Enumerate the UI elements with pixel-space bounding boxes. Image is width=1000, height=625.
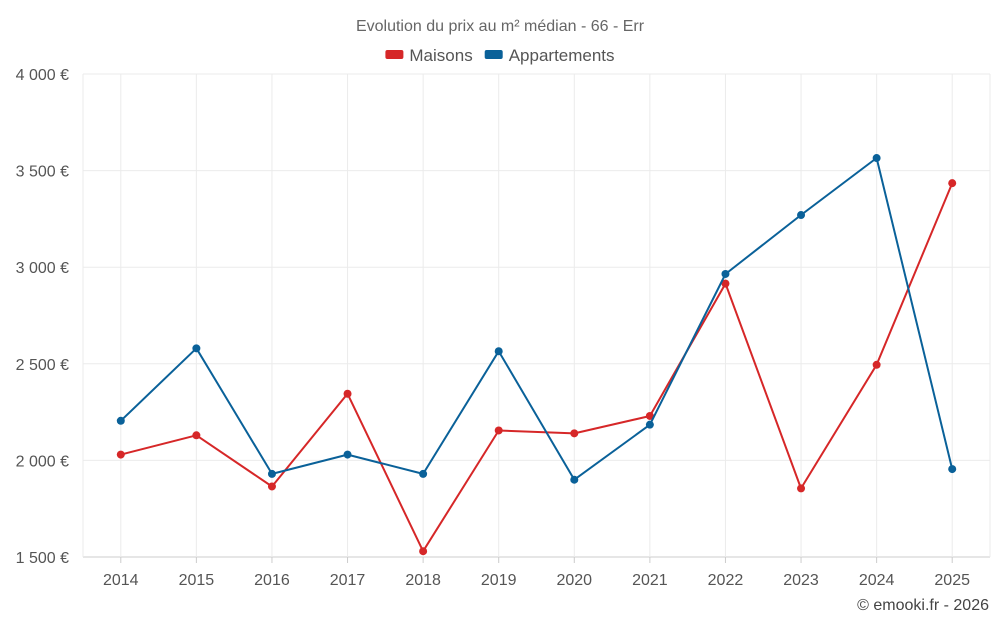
data-point[interactable] bbox=[192, 431, 201, 440]
data-point[interactable] bbox=[494, 426, 503, 435]
series-line bbox=[120, 157, 954, 481]
y-tick-label: 4 000 € bbox=[16, 67, 69, 84]
data-point[interactable] bbox=[494, 347, 503, 356]
x-tick-label: 2025 bbox=[934, 572, 970, 589]
legend-label: Maisons bbox=[409, 46, 472, 65]
data-point[interactable] bbox=[116, 416, 125, 425]
data-point[interactable] bbox=[872, 154, 881, 163]
data-point[interactable] bbox=[267, 482, 276, 491]
x-tick-label: 2020 bbox=[556, 572, 592, 589]
y-tick-label: 3 500 € bbox=[16, 164, 69, 181]
data-point[interactable] bbox=[948, 179, 957, 188]
data-point[interactable] bbox=[645, 420, 654, 429]
y-tick-label: 1 500 € bbox=[16, 550, 69, 567]
y-axis: 1 500 € 2 000 € 2 500 € 3 000 € 3 500 € 4 000… bbox=[16, 67, 69, 567]
data-point[interactable] bbox=[343, 450, 352, 459]
y-tick-label: 3 000 € bbox=[16, 260, 69, 277]
legend-label: Appartements bbox=[509, 46, 615, 65]
data-point[interactable] bbox=[721, 279, 730, 288]
x-tick-label: 2021 bbox=[632, 572, 668, 589]
data-point[interactable] bbox=[267, 469, 276, 478]
series-maisons bbox=[116, 179, 957, 556]
x-tick-label: 2018 bbox=[405, 572, 441, 589]
x-tick-label: 2014 bbox=[103, 572, 139, 589]
data-point[interactable] bbox=[419, 547, 428, 556]
legend: Maisons Appartements bbox=[385, 46, 615, 65]
data-point[interactable] bbox=[570, 475, 579, 484]
data-point[interactable] bbox=[721, 269, 730, 278]
legend-swatch bbox=[484, 50, 503, 59]
chart-title: Evolution du prix au m² médian - 66 - Er… bbox=[356, 18, 645, 35]
x-tick-label: 2015 bbox=[179, 572, 215, 589]
data-point[interactable] bbox=[116, 450, 125, 459]
series-layer bbox=[116, 154, 957, 556]
y-tick-label: 2 500 € bbox=[16, 357, 69, 374]
data-point[interactable] bbox=[872, 360, 881, 369]
data-point[interactable] bbox=[570, 429, 579, 438]
series-appartements bbox=[116, 154, 957, 484]
data-point[interactable] bbox=[948, 465, 957, 474]
x-tick-label: 2019 bbox=[481, 572, 517, 589]
credit-text: © emooki.fr - 2026 bbox=[857, 597, 989, 614]
y-tick-label: 2 000 € bbox=[16, 453, 69, 470]
data-point[interactable] bbox=[797, 484, 806, 493]
legend-swatch bbox=[385, 50, 404, 59]
x-tick-label: 2017 bbox=[330, 572, 366, 589]
data-point[interactable] bbox=[645, 411, 654, 420]
x-tick-label: 2024 bbox=[859, 572, 895, 589]
legend-item-maisons[interactable]: Maisons bbox=[385, 46, 473, 65]
x-tick-label: 2022 bbox=[708, 572, 744, 589]
series-line bbox=[120, 182, 954, 553]
x-axis: 2014 2015 2016 2017 2018 2019 2020 2021 2022 2023… bbox=[103, 557, 970, 589]
x-tick-label: 2023 bbox=[783, 572, 819, 589]
x-tick-label: 2016 bbox=[254, 572, 290, 589]
data-point[interactable] bbox=[797, 211, 806, 220]
data-point[interactable] bbox=[343, 389, 352, 398]
data-point[interactable] bbox=[419, 469, 428, 478]
grid bbox=[82, 73, 991, 558]
data-point[interactable] bbox=[192, 344, 201, 353]
legend-item-appartements[interactable]: Appartements bbox=[484, 46, 615, 65]
